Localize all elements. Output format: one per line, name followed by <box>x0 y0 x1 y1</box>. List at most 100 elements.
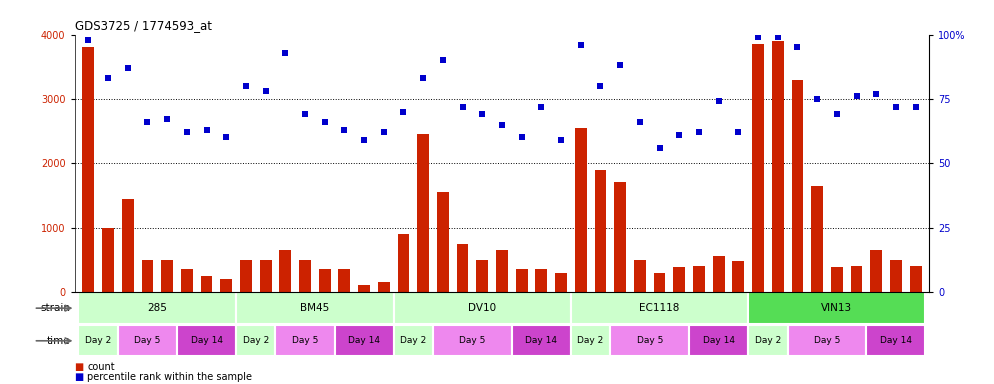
Point <box>120 65 136 71</box>
Bar <box>693 266 705 292</box>
Bar <box>536 269 548 292</box>
Bar <box>339 269 350 292</box>
Point <box>454 104 470 110</box>
Bar <box>299 260 311 292</box>
Bar <box>610 325 689 356</box>
Text: Day 14: Day 14 <box>703 336 735 345</box>
Point <box>415 75 431 81</box>
Point <box>691 129 707 136</box>
Point <box>829 111 845 118</box>
Bar <box>279 250 291 292</box>
Bar <box>79 293 236 324</box>
Point <box>435 57 451 63</box>
Point <box>612 62 628 68</box>
Bar <box>752 44 764 292</box>
Text: Day 14: Day 14 <box>348 336 380 345</box>
Bar <box>221 279 233 292</box>
Point <box>573 42 588 48</box>
Point <box>474 111 490 118</box>
Point <box>100 75 116 81</box>
Bar <box>654 273 665 292</box>
Bar <box>394 325 433 356</box>
Point <box>494 122 510 128</box>
Bar <box>556 273 567 292</box>
Bar <box>634 260 646 292</box>
Bar <box>118 325 177 356</box>
Text: count: count <box>87 361 115 372</box>
Bar <box>575 128 586 292</box>
Bar <box>358 285 370 292</box>
Point <box>632 119 648 125</box>
Bar <box>122 199 133 292</box>
Text: percentile rank within the sample: percentile rank within the sample <box>87 372 252 382</box>
Bar <box>733 261 745 292</box>
Point <box>652 145 668 151</box>
Text: DV10: DV10 <box>468 303 496 313</box>
Bar <box>161 260 173 292</box>
Point <box>868 91 884 97</box>
Bar <box>787 325 867 356</box>
Text: Day 5: Day 5 <box>292 336 318 345</box>
Text: Day 14: Day 14 <box>880 336 911 345</box>
Point <box>789 45 805 51</box>
Text: Day 5: Day 5 <box>814 336 840 345</box>
Point <box>199 127 215 133</box>
Bar <box>771 41 783 292</box>
Point <box>277 50 293 56</box>
Point <box>179 129 195 136</box>
Point <box>711 98 727 104</box>
Bar <box>236 325 275 356</box>
Text: Day 2: Day 2 <box>578 336 603 345</box>
Point <box>396 109 412 115</box>
Bar <box>571 293 748 324</box>
Text: 285: 285 <box>147 303 167 313</box>
Point <box>849 93 865 99</box>
Text: Day 2: Day 2 <box>754 336 781 345</box>
Point <box>908 104 923 110</box>
Text: Day 2: Day 2 <box>85 336 111 345</box>
Text: Day 2: Day 2 <box>401 336 426 345</box>
Text: Day 5: Day 5 <box>459 336 486 345</box>
Text: GDS3725 / 1774593_at: GDS3725 / 1774593_at <box>75 19 212 32</box>
Bar <box>871 250 882 292</box>
Bar <box>851 266 863 292</box>
Bar <box>394 293 571 324</box>
Text: Day 5: Day 5 <box>134 336 161 345</box>
Point <box>219 134 235 141</box>
Bar <box>476 260 488 292</box>
Text: Day 14: Day 14 <box>191 336 223 345</box>
Point <box>514 134 530 141</box>
Text: VIN13: VIN13 <box>821 303 853 313</box>
Point <box>769 34 785 40</box>
Point <box>809 96 825 102</box>
Point <box>731 129 746 136</box>
Text: BM45: BM45 <box>300 303 329 313</box>
Point <box>139 119 155 125</box>
Bar <box>512 325 571 356</box>
Text: Day 5: Day 5 <box>636 336 663 345</box>
Bar <box>791 79 803 292</box>
Text: strain: strain <box>41 303 71 313</box>
Bar <box>398 234 410 292</box>
Bar <box>571 325 610 356</box>
Bar <box>496 250 508 292</box>
Bar <box>910 266 921 292</box>
Bar <box>240 260 251 292</box>
Bar <box>437 192 448 292</box>
Bar <box>748 325 787 356</box>
Bar <box>867 325 925 356</box>
Bar <box>594 170 606 292</box>
Point <box>297 111 313 118</box>
Point <box>750 34 766 40</box>
Point <box>257 88 273 94</box>
Bar <box>83 48 94 292</box>
Bar <box>335 325 394 356</box>
Bar <box>456 243 468 292</box>
Text: EC1118: EC1118 <box>639 303 680 313</box>
Text: ■: ■ <box>75 361 83 372</box>
Bar <box>673 267 685 292</box>
Point <box>671 132 687 138</box>
Text: Day 14: Day 14 <box>526 336 558 345</box>
Bar <box>79 325 118 356</box>
Bar <box>275 325 335 356</box>
